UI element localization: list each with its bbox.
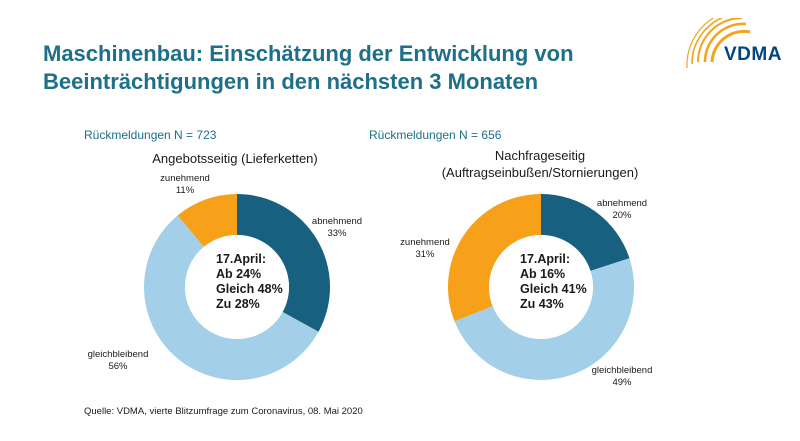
chart-right-slice-zunehmend [447,194,541,322]
vdma-logo-arcs-icon [686,18,751,69]
chart-left-label-abnehmend: abnehmend 33% [312,216,362,239]
chart-right-label-abnehmend: abnehmend 20% [597,198,647,221]
chart-left-title-line: Angebotsseitig (Lieferketten) [152,151,318,166]
chart-right-title: Nachfrageseitig (Auftragseinbußen/Storni… [420,147,660,181]
chart-left-slice-gleichbleibend [144,215,319,381]
chart-right-label-zunehmend: zunehmend 31% [400,237,450,260]
chart-right-center-hole [489,235,593,339]
chart-right-label-gleichbleibend: gleichbleibend 49% [592,365,653,388]
chart-right-slice-abnehmend [541,194,630,271]
chart-right-title-line-2: (Auftragseinbußen/Stornierungen) [441,165,639,180]
title-line-2: Beeinträchtigungen in den nächsten 3 Mon… [43,69,539,94]
chart-right-n-label: Rückmeldungen N = 656 [369,128,502,142]
chart-right-center-text: 17.April: Ab 16% Gleich 41% Zu 43% [520,252,587,311]
chart-left-label-gleichbleibend: gleichbleibend 56% [88,349,149,372]
chart-left-n-label: Rückmeldungen N = 723 [84,128,217,142]
page-title: Maschinenbau: Einschätzung der Entwicklu… [43,40,574,96]
chart-left-center-hole [185,235,289,339]
chart-left-center-text: 17.April: Ab 24% Gleich 48% Zu 28% [216,252,283,311]
chart-left-title: Angebotsseitig (Lieferketten) [140,150,330,167]
chart-left-label-zunehmend: zunehmend 11% [160,173,210,196]
title-line-1: Maschinenbau: Einschätzung der Entwicklu… [43,41,574,66]
chart-left-slice-abnehmend [237,194,330,332]
vdma-logo: VDMA [724,44,782,65]
chart-right-title-line-1: Nachfrageseitig [494,148,586,163]
chart-left-slice-zunehmend [177,194,237,247]
chart-right-slice-gleichbleibend [454,258,634,380]
source-note: Quelle: VDMA, vierte Blitzumfrage zum Co… [84,406,363,417]
